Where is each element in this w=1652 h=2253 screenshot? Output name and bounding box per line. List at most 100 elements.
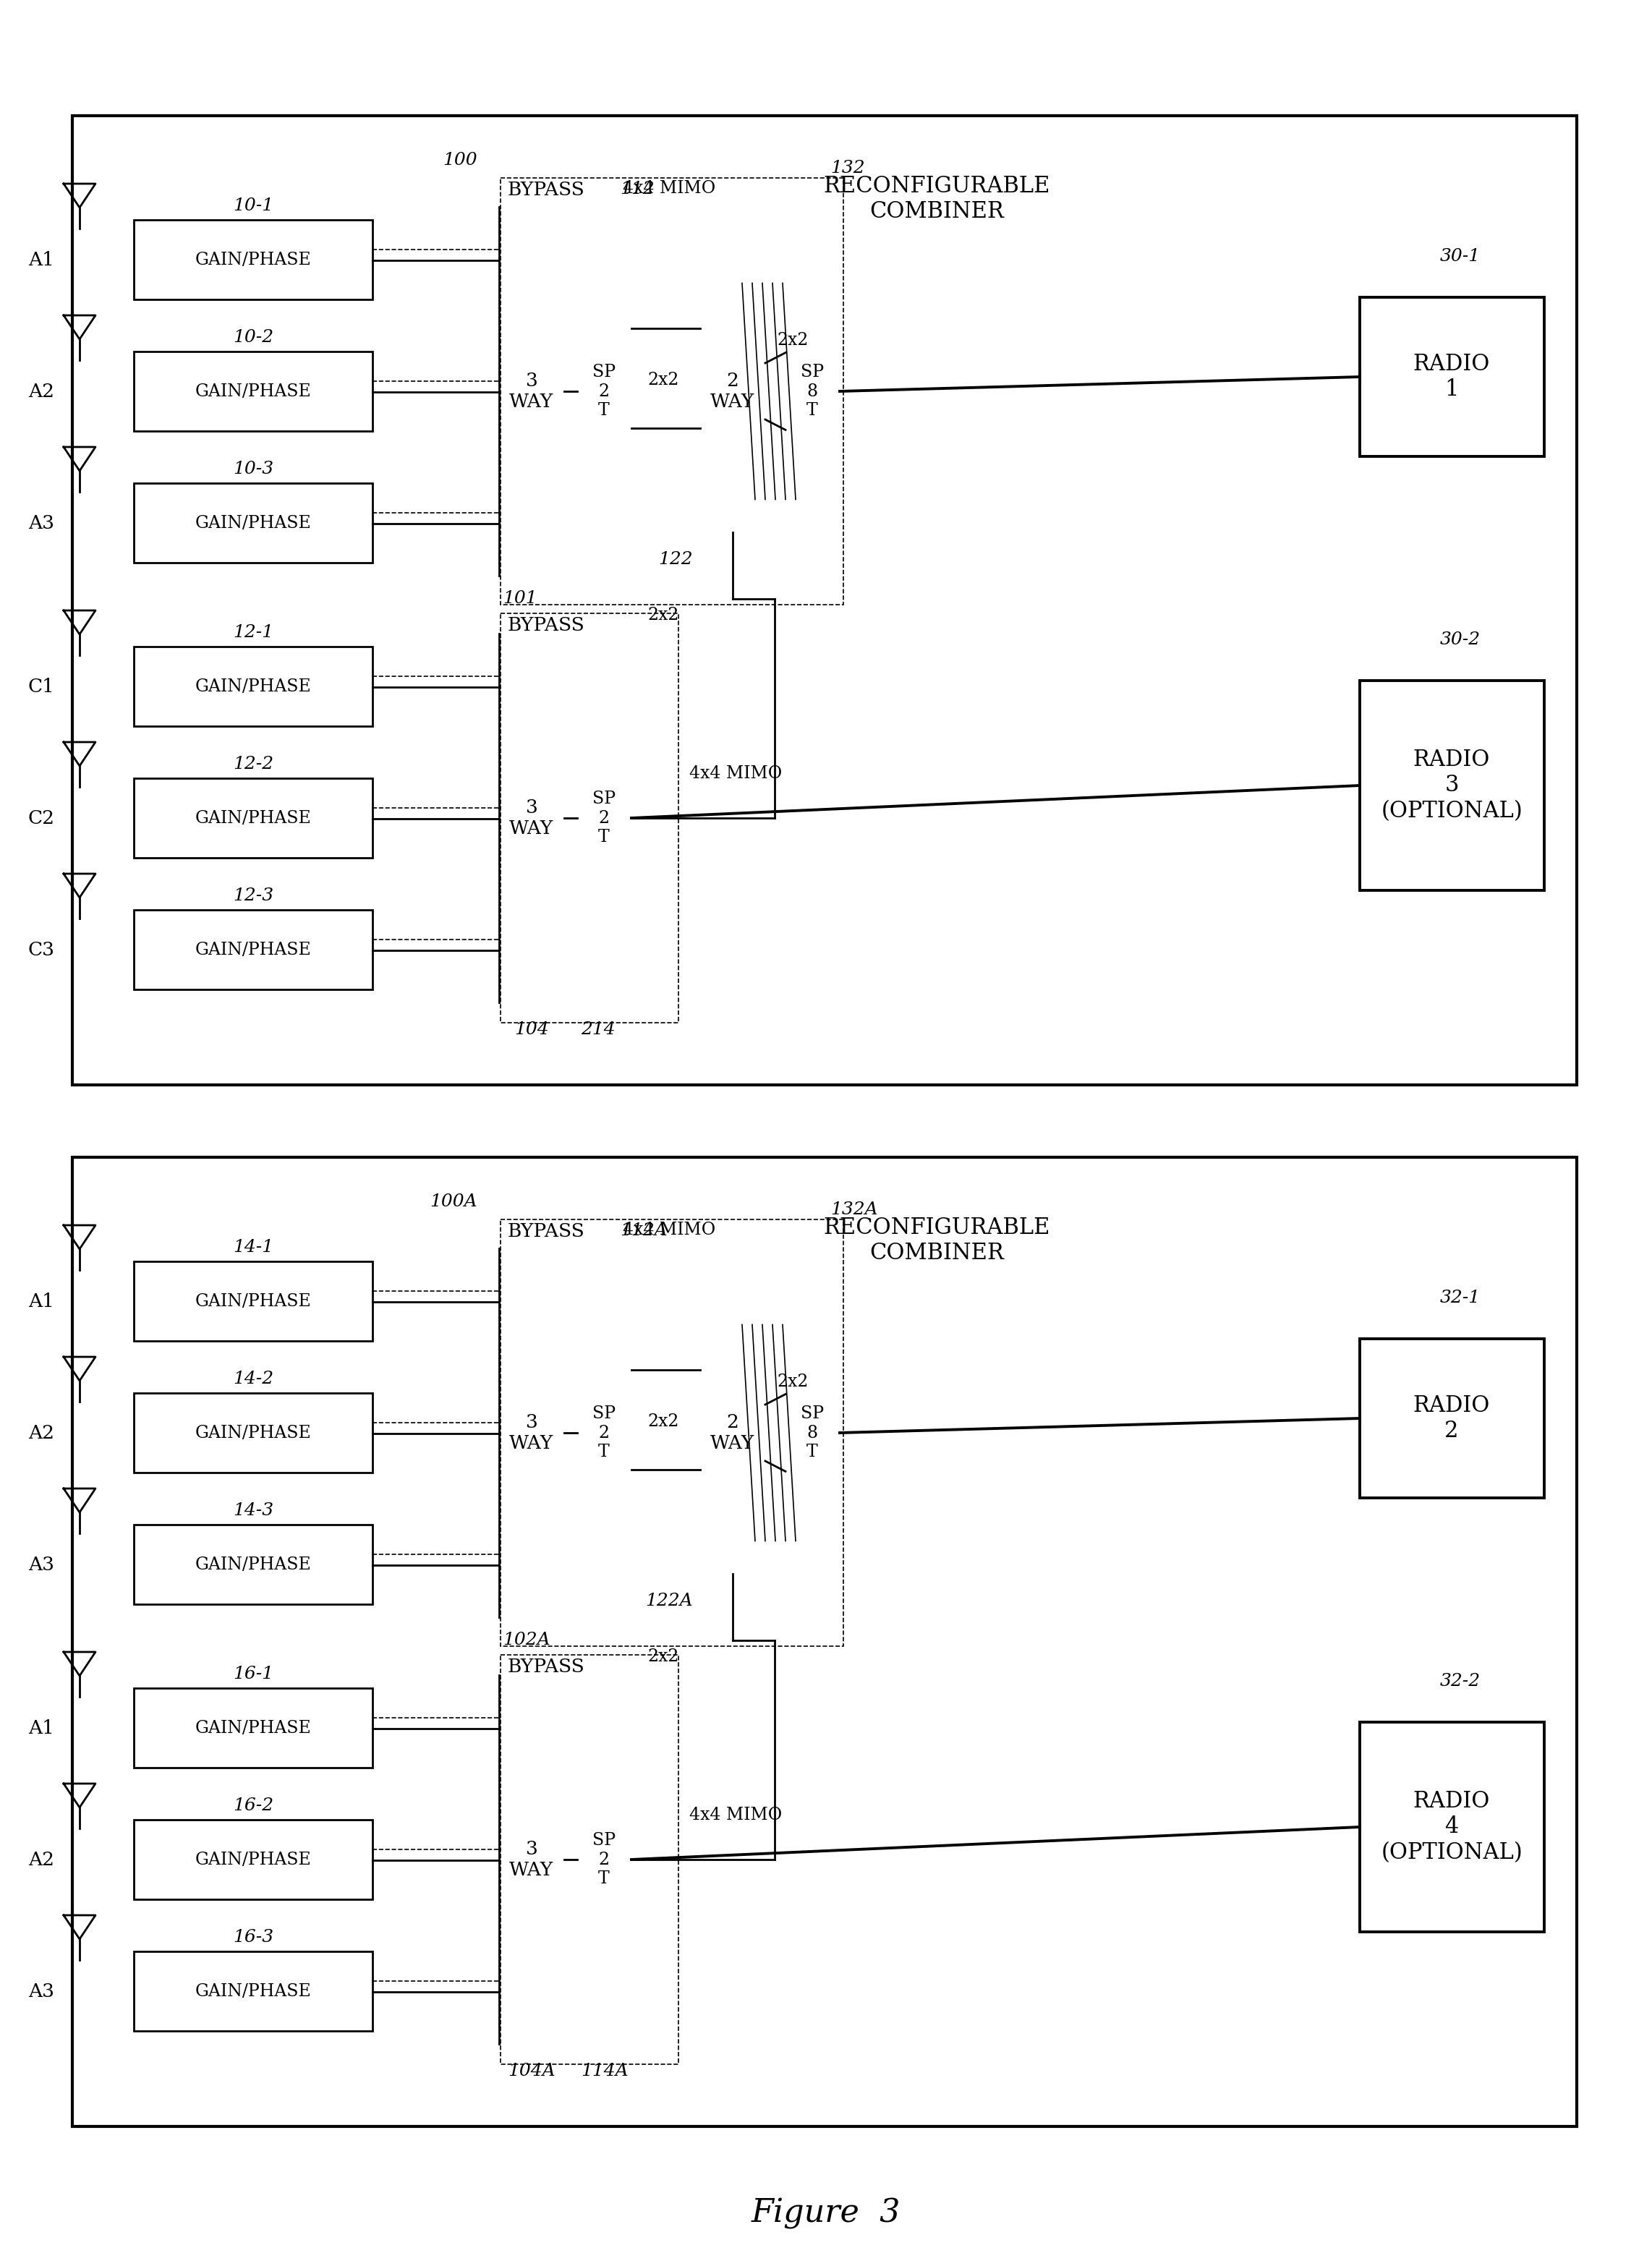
Text: SP
2
T: SP 2 T: [593, 1832, 616, 1888]
Bar: [785, 1239, 839, 1627]
Text: A1: A1: [28, 252, 55, 270]
Text: A1: A1: [28, 1293, 55, 1311]
Text: 104A: 104A: [507, 2064, 555, 2080]
Text: 16-2: 16-2: [233, 1798, 274, 1814]
Text: 101: 101: [502, 590, 537, 608]
Text: 32-2: 32-2: [1441, 1674, 1480, 1690]
Text: 2
WAY: 2 WAY: [710, 372, 755, 410]
Text: 16-3: 16-3: [233, 1929, 274, 1947]
Text: GAIN/PHASE: GAIN/PHASE: [195, 1293, 311, 1311]
Text: 2
WAY: 2 WAY: [710, 1413, 755, 1453]
Bar: [501, 613, 679, 1023]
Text: A3: A3: [28, 1983, 55, 2001]
Text: 4x4 MIMO: 4x4 MIMO: [623, 180, 715, 196]
Text: 4x4 MIMO: 4x4 MIMO: [689, 1807, 781, 1823]
Text: SP
2
T: SP 2 T: [593, 1406, 616, 1460]
Text: 3
WAY: 3 WAY: [509, 1413, 553, 1453]
Text: GAIN/PHASE: GAIN/PHASE: [195, 383, 311, 401]
Text: BYPASS: BYPASS: [507, 1223, 585, 1241]
Text: 102A: 102A: [502, 1631, 550, 1649]
Text: A2: A2: [28, 1852, 55, 1870]
Text: SP
8
T: SP 8 T: [801, 1406, 824, 1460]
Bar: [134, 1392, 372, 1473]
Text: 10-1: 10-1: [233, 198, 274, 214]
Text: BYPASS: BYPASS: [507, 180, 585, 198]
Text: GAIN/PHASE: GAIN/PHASE: [195, 1852, 311, 1868]
Text: 2x2: 2x2: [648, 1649, 679, 1665]
Text: SP
2
T: SP 2 T: [593, 791, 616, 845]
Bar: [577, 1248, 631, 1618]
Text: 2x2: 2x2: [776, 1374, 808, 1390]
Text: GAIN/PHASE: GAIN/PHASE: [195, 942, 311, 958]
Text: BYPASS: BYPASS: [507, 1658, 585, 1676]
Bar: [700, 250, 765, 532]
FancyBboxPatch shape: [492, 151, 1381, 1048]
Text: A1: A1: [28, 1719, 55, 1737]
Text: A3: A3: [28, 1557, 55, 1575]
Text: 104: 104: [514, 1021, 548, 1039]
Text: 132A: 132A: [831, 1201, 877, 1219]
Bar: [501, 1656, 679, 2064]
Text: 30-2: 30-2: [1441, 631, 1480, 649]
Text: 100A: 100A: [430, 1194, 477, 1210]
Text: RECONFIGURABLE
COMBINER: RECONFIGURABLE COMBINER: [823, 1217, 1051, 1264]
Text: 122A: 122A: [646, 1593, 692, 1609]
Text: GAIN/PHASE: GAIN/PHASE: [195, 811, 311, 827]
Text: 112A: 112A: [620, 1223, 667, 1239]
Bar: [134, 1262, 372, 1341]
Bar: [134, 777, 372, 858]
Text: 3
WAY: 3 WAY: [509, 798, 553, 838]
Text: 214: 214: [582, 1021, 615, 1039]
Text: 10-3: 10-3: [233, 460, 274, 478]
Text: 32-1: 32-1: [1441, 1289, 1480, 1307]
Text: GAIN/PHASE: GAIN/PHASE: [195, 678, 311, 696]
Text: 132: 132: [831, 160, 864, 176]
Bar: [134, 910, 372, 989]
Text: Figure  3: Figure 3: [752, 2197, 900, 2228]
Text: SP
2
T: SP 2 T: [593, 363, 616, 419]
Bar: [134, 647, 372, 725]
Bar: [1360, 297, 1545, 457]
Bar: [501, 178, 844, 604]
Text: C3: C3: [28, 942, 55, 960]
Bar: [700, 1291, 765, 1575]
Text: 2x2: 2x2: [648, 372, 679, 388]
Text: 16-1: 16-1: [233, 1665, 274, 1683]
Text: 2x2: 2x2: [648, 1413, 679, 1431]
Text: 14-1: 14-1: [233, 1239, 274, 1255]
Text: RADIO
1: RADIO 1: [1412, 354, 1490, 401]
Text: BYPASS: BYPASS: [507, 617, 585, 635]
Text: RADIO
4
(OPTIONAL): RADIO 4 (OPTIONAL): [1381, 1789, 1523, 1863]
Bar: [134, 1687, 372, 1769]
Bar: [499, 207, 565, 577]
Text: GAIN/PHASE: GAIN/PHASE: [195, 1719, 311, 1737]
Text: A2: A2: [28, 1424, 55, 1442]
Bar: [577, 1674, 631, 2043]
Text: GAIN/PHASE: GAIN/PHASE: [195, 516, 311, 532]
Text: 2x2: 2x2: [776, 331, 808, 349]
Bar: [501, 1219, 844, 1647]
Text: GAIN/PHASE: GAIN/PHASE: [195, 252, 311, 268]
Text: A3: A3: [28, 514, 55, 532]
Text: 100: 100: [443, 151, 477, 169]
Text: SP
8
T: SP 8 T: [801, 363, 824, 419]
Text: 4x4 MIMO: 4x4 MIMO: [689, 766, 781, 782]
Text: 4x4 MIMO: 4x4 MIMO: [623, 1221, 715, 1239]
FancyBboxPatch shape: [492, 1194, 1381, 2091]
Bar: [577, 207, 631, 577]
Text: RECONFIGURABLE
COMBINER: RECONFIGURABLE COMBINER: [823, 176, 1051, 223]
Bar: [134, 482, 372, 563]
Text: RADIO
3
(OPTIONAL): RADIO 3 (OPTIONAL): [1381, 748, 1523, 822]
Text: 3
WAY: 3 WAY: [509, 1841, 553, 1879]
Text: C1: C1: [28, 678, 55, 696]
Bar: [577, 633, 631, 1003]
Bar: [134, 221, 372, 300]
Bar: [73, 1158, 1576, 2127]
Bar: [134, 351, 372, 430]
Text: 12-3: 12-3: [233, 888, 274, 903]
Bar: [1360, 1721, 1545, 1931]
Text: 14-2: 14-2: [233, 1370, 274, 1388]
Text: GAIN/PHASE: GAIN/PHASE: [195, 1426, 311, 1442]
Bar: [1360, 680, 1545, 890]
Text: C2: C2: [28, 809, 55, 827]
